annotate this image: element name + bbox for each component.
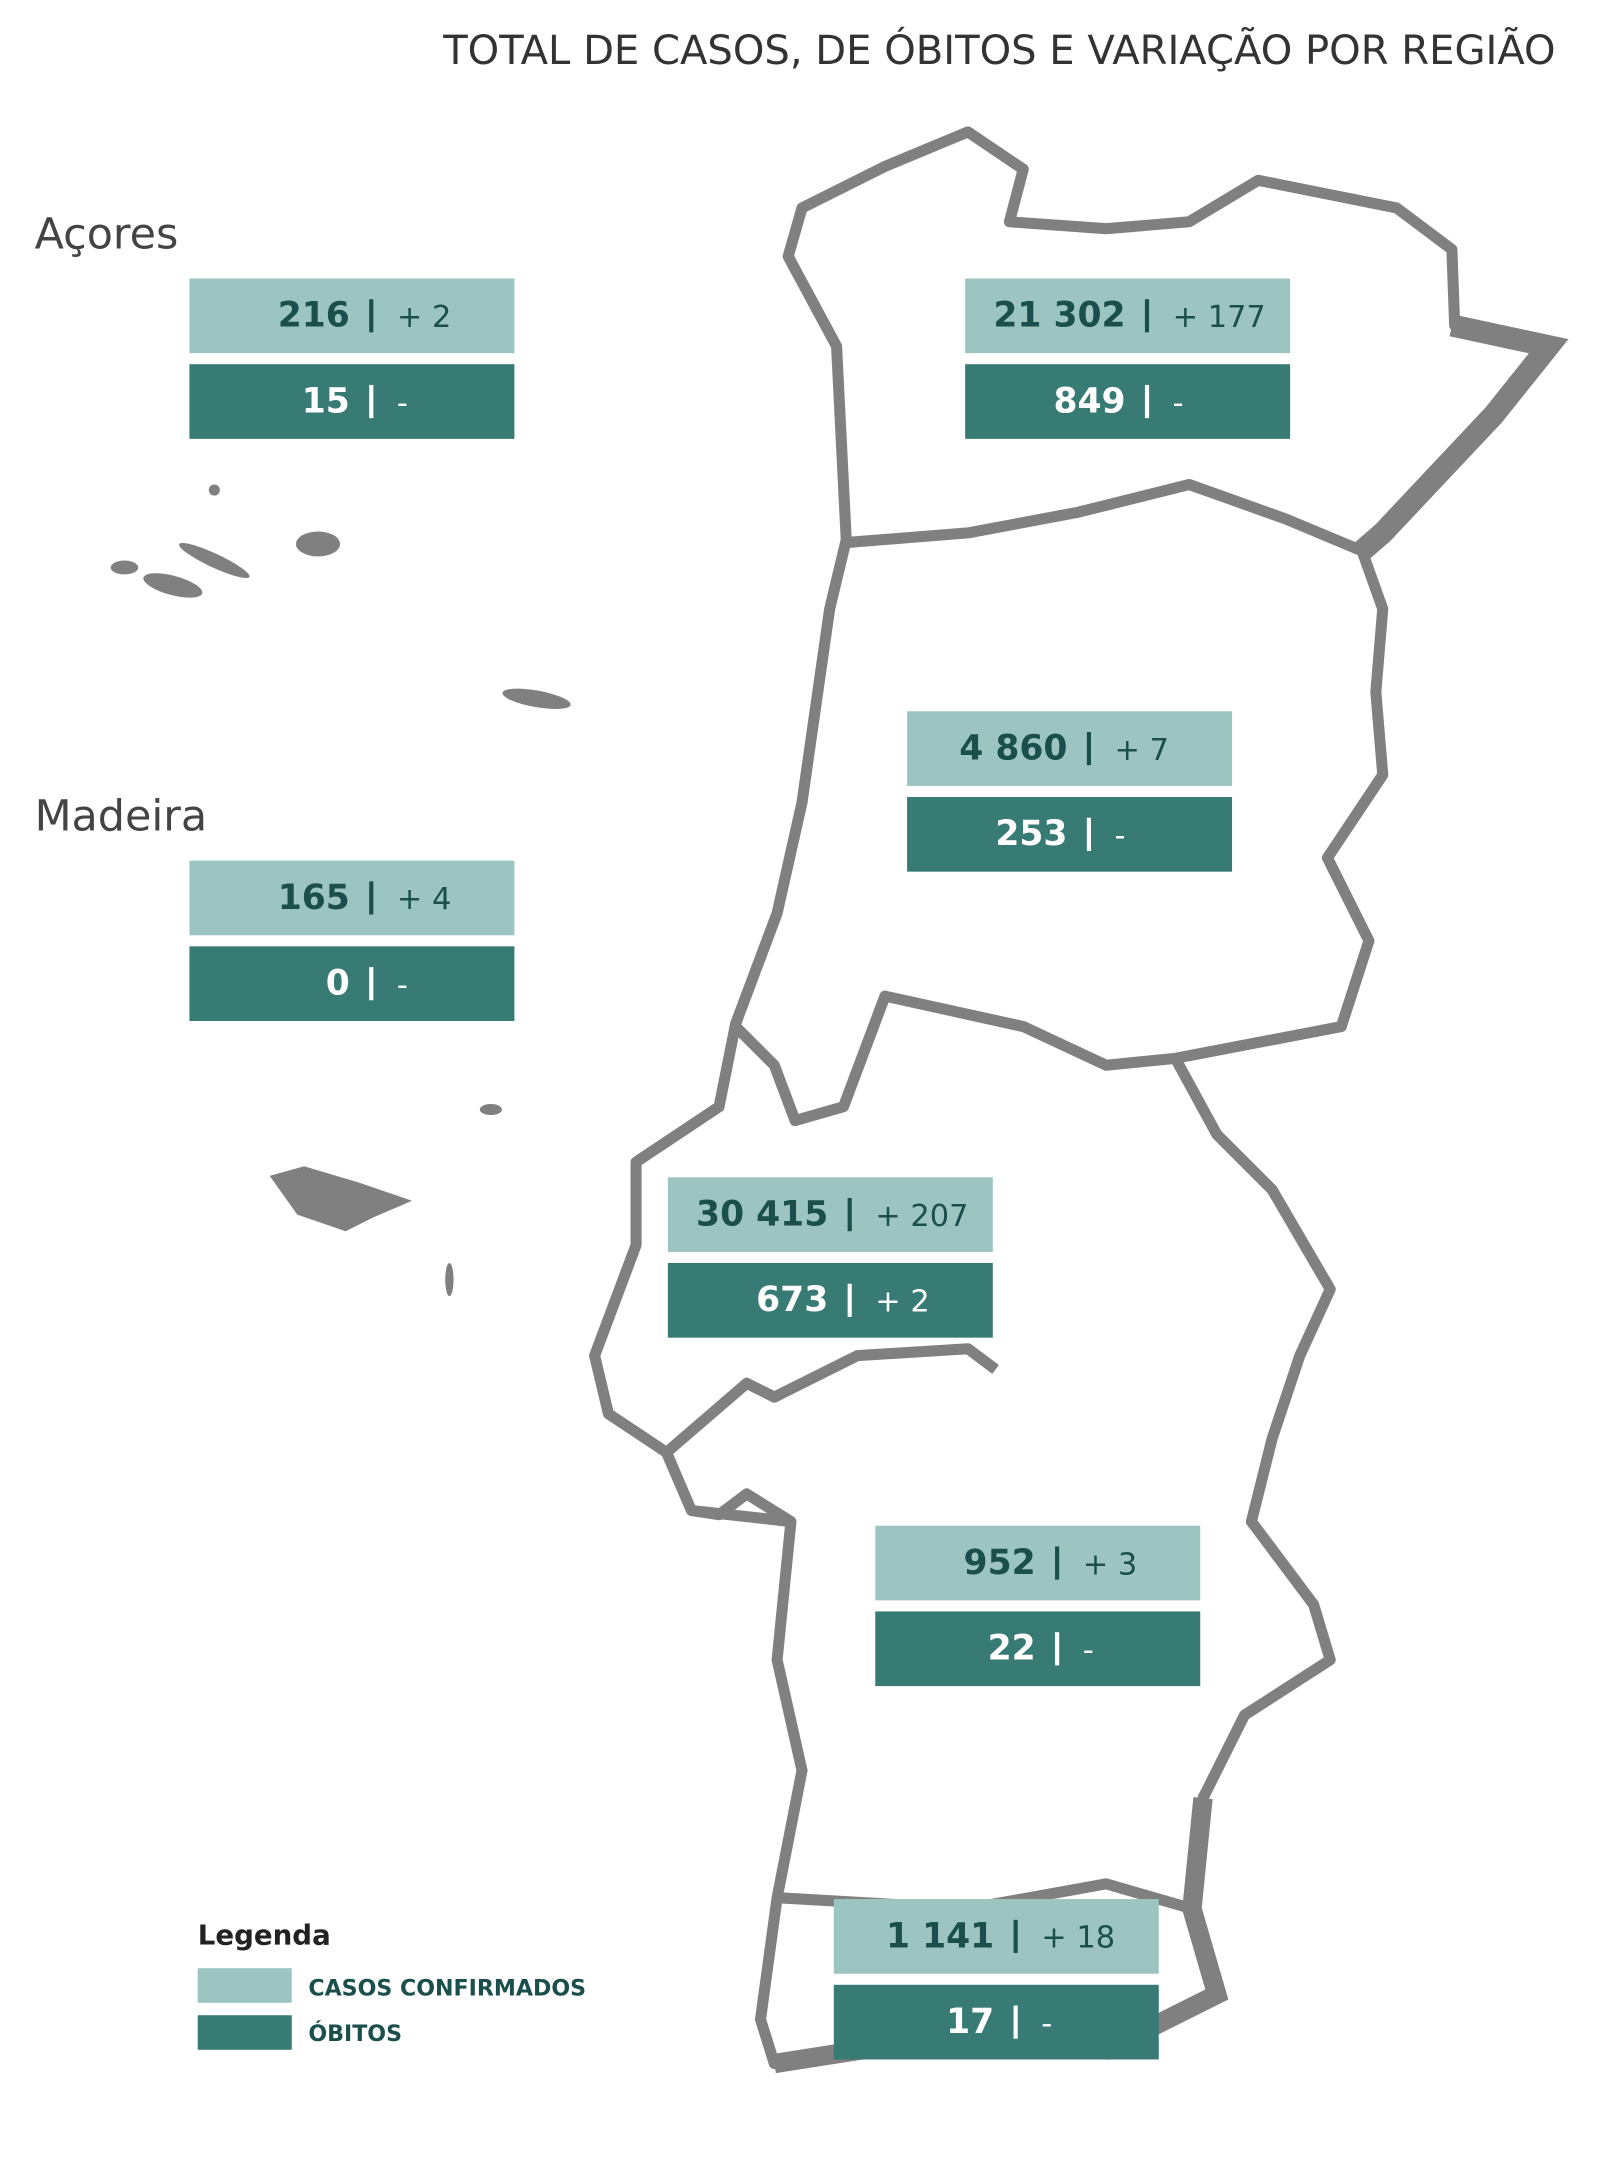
separator — [1144, 299, 1150, 333]
cases-box — [189, 278, 515, 354]
deaths-box — [667, 1262, 993, 1338]
cases-box — [833, 1899, 1159, 1974]
separator — [1013, 2005, 1018, 2039]
cases-value: 4 860 — [959, 728, 1067, 768]
cases-change: + 18 — [1041, 1921, 1115, 1956]
region-name: Açores — [35, 209, 179, 259]
deaths-change: - — [397, 386, 408, 421]
deaths-change: - — [1115, 819, 1126, 854]
legend-label: ÓBITOS — [308, 2019, 402, 2047]
deaths-value: 849 — [1053, 381, 1125, 421]
separator — [369, 384, 374, 419]
cases-value: 952 — [964, 1543, 1036, 1583]
separator — [1013, 1919, 1018, 1953]
cases-box — [875, 1525, 1201, 1601]
cases-change: + 4 — [397, 882, 452, 917]
legend-swatch — [197, 2015, 292, 2050]
cases-change: + 3 — [1083, 1547, 1138, 1582]
islands — [110, 484, 571, 1297]
deaths-box — [907, 797, 1233, 872]
deaths-box — [875, 1611, 1201, 1687]
cases-box — [189, 860, 515, 936]
legend: Legenda CASOS CONFIRMADOS ÓBITOS — [197, 1918, 586, 2050]
cases-value: 165 — [278, 878, 350, 918]
deaths-value: 0 — [326, 964, 350, 1004]
cases-value: 1 141 — [886, 1916, 994, 1956]
title: TOTAL DE CASOS, DE ÓBITOS E VARIAÇÃO POR… — [442, 26, 1555, 74]
cases-change: + 207 — [875, 1199, 968, 1234]
regions: Açores 216 + 2 15 - 21 302 + 177 849 - 4 860 + 7 25… — [35, 209, 1291, 2060]
separator — [1055, 1546, 1060, 1580]
separator — [369, 881, 374, 915]
legend-swatch — [197, 1968, 292, 2003]
separator — [1086, 732, 1091, 766]
separator — [369, 299, 374, 333]
cases-box — [907, 711, 1233, 786]
legend-title: Legenda — [198, 1918, 331, 1951]
deaths-value: 17 — [946, 2002, 994, 2042]
deaths-box — [189, 364, 515, 439]
legend-label: CASOS CONFIRMADOS — [308, 1975, 586, 2001]
cases-value: 21 302 — [993, 296, 1125, 336]
cases-change: + 177 — [1173, 300, 1266, 335]
deaths-box — [189, 946, 515, 1022]
cases-box — [667, 1177, 993, 1252]
separator — [1055, 1632, 1060, 1666]
deaths-value: 15 — [302, 381, 350, 421]
deaths-box — [965, 364, 1291, 439]
deaths-change: + 2 — [875, 1285, 930, 1320]
deaths-change: - — [1083, 1633, 1094, 1668]
separator — [847, 1198, 852, 1232]
deaths-change: - — [1173, 386, 1184, 421]
cases-change: + 2 — [397, 300, 452, 335]
deaths-value: 673 — [756, 1280, 828, 1320]
separator — [1086, 817, 1091, 851]
cases-value: 30 415 — [696, 1194, 828, 1234]
cases-change: + 7 — [1115, 733, 1170, 768]
region-name: Madeira — [35, 792, 208, 842]
separator — [1144, 384, 1150, 419]
deaths-value: 253 — [995, 814, 1067, 854]
cases-box — [965, 278, 1291, 354]
deaths-change: - — [1041, 2006, 1052, 2041]
deaths-value: 22 — [988, 1629, 1036, 1669]
cases-value: 216 — [278, 296, 350, 336]
separator — [847, 1283, 852, 1317]
deaths-change: - — [397, 968, 408, 1003]
separator — [369, 967, 374, 1001]
deaths-box — [833, 1984, 1159, 2060]
